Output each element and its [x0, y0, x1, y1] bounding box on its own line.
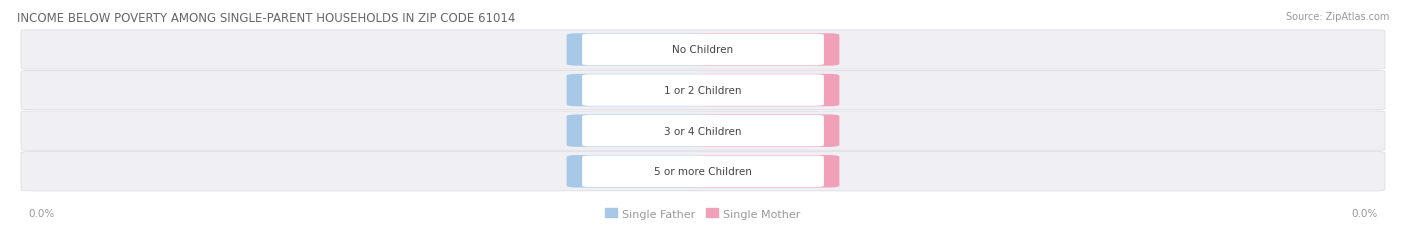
Text: No Children: No Children [672, 45, 734, 55]
FancyBboxPatch shape [697, 74, 839, 107]
Text: 0.0%: 0.0% [623, 167, 652, 176]
Text: 5 or more Children: 5 or more Children [654, 167, 752, 176]
FancyBboxPatch shape [567, 34, 709, 67]
Text: 0.0%: 0.0% [754, 167, 783, 176]
FancyBboxPatch shape [21, 71, 1385, 110]
FancyBboxPatch shape [21, 31, 1385, 70]
Text: 0.0%: 0.0% [28, 208, 55, 218]
Text: 0.0%: 0.0% [754, 45, 783, 55]
Text: 0.0%: 0.0% [623, 126, 652, 136]
Text: 0.0%: 0.0% [623, 45, 652, 55]
Legend: Single Father, Single Mother: Single Father, Single Mother [600, 204, 806, 223]
Text: 0.0%: 0.0% [754, 126, 783, 136]
FancyBboxPatch shape [567, 155, 709, 188]
Text: 0.0%: 0.0% [1351, 208, 1378, 218]
Text: INCOME BELOW POVERTY AMONG SINGLE-PARENT HOUSEHOLDS IN ZIP CODE 61014: INCOME BELOW POVERTY AMONG SINGLE-PARENT… [17, 12, 515, 24]
Text: 0.0%: 0.0% [754, 86, 783, 96]
FancyBboxPatch shape [697, 115, 839, 147]
FancyBboxPatch shape [567, 115, 709, 147]
FancyBboxPatch shape [697, 155, 839, 188]
FancyBboxPatch shape [21, 112, 1385, 151]
Text: 1 or 2 Children: 1 or 2 Children [664, 86, 742, 96]
FancyBboxPatch shape [582, 156, 824, 187]
FancyBboxPatch shape [21, 152, 1385, 191]
Text: 0.0%: 0.0% [623, 86, 652, 96]
FancyBboxPatch shape [697, 34, 839, 67]
Text: 3 or 4 Children: 3 or 4 Children [664, 126, 742, 136]
FancyBboxPatch shape [567, 74, 709, 107]
FancyBboxPatch shape [582, 34, 824, 66]
FancyBboxPatch shape [582, 75, 824, 106]
FancyBboxPatch shape [582, 115, 824, 147]
Text: Source: ZipAtlas.com: Source: ZipAtlas.com [1285, 12, 1389, 21]
